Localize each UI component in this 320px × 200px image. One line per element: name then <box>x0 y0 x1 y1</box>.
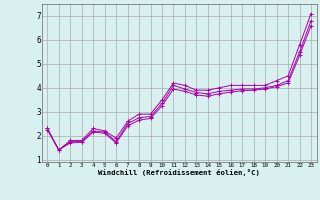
X-axis label: Windchill (Refroidissement éolien,°C): Windchill (Refroidissement éolien,°C) <box>98 169 260 176</box>
